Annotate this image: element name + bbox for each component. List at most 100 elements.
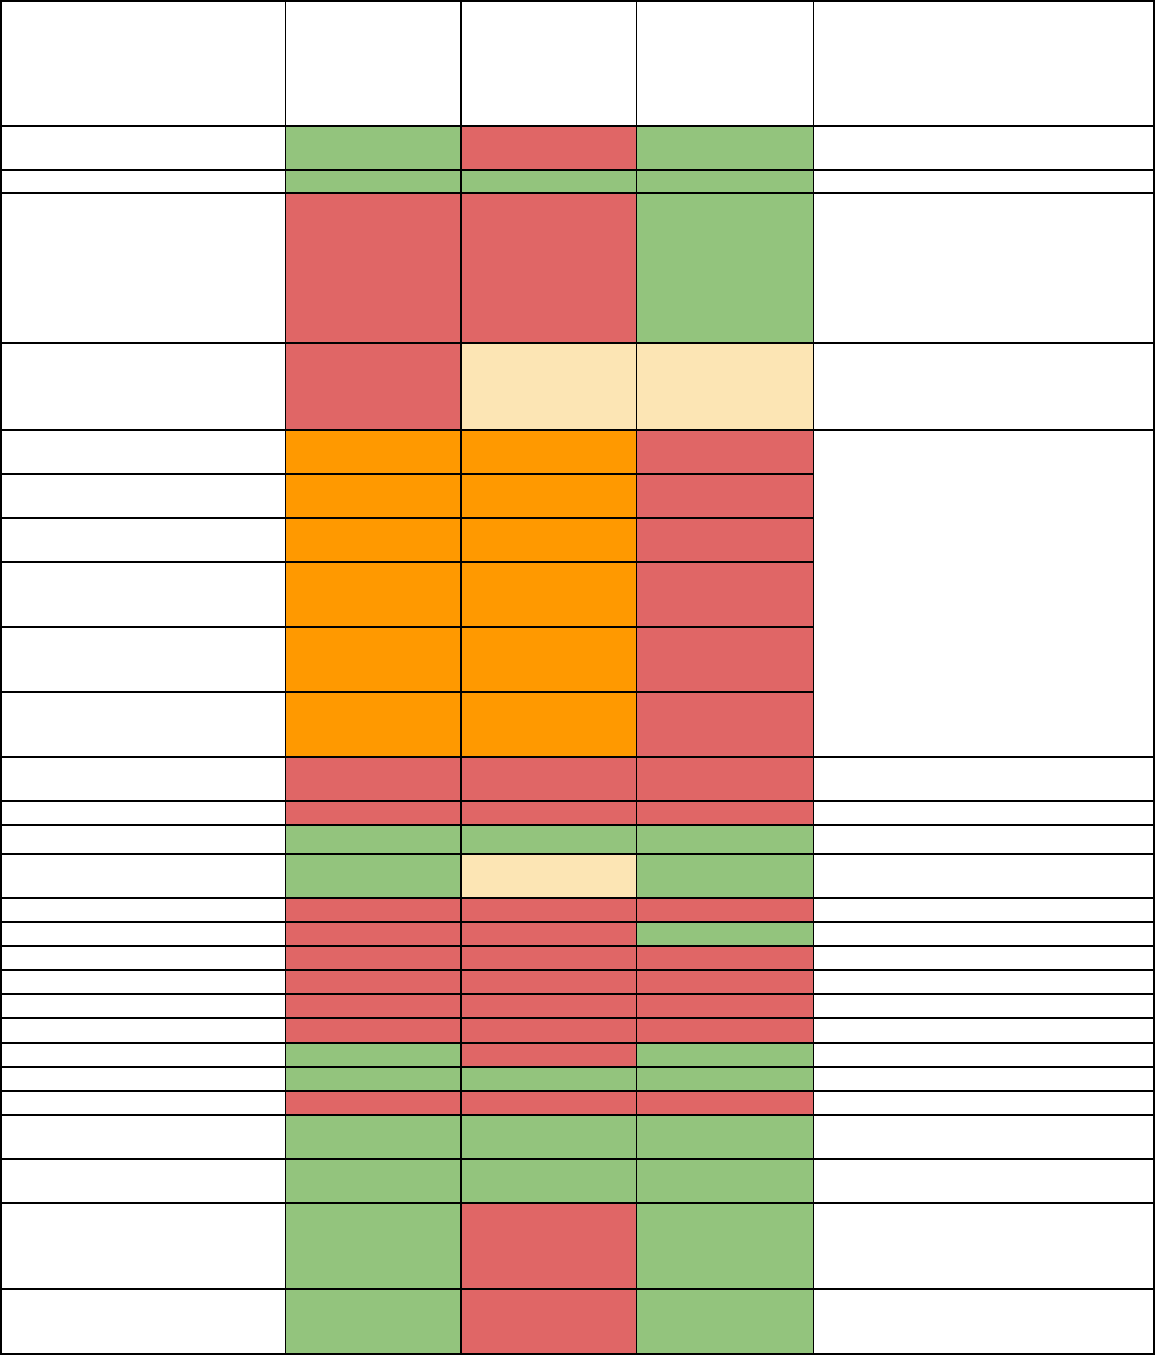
table-cell xyxy=(460,756,636,800)
table-cell xyxy=(636,691,813,756)
table-cell xyxy=(636,800,813,824)
table-cell xyxy=(0,691,285,756)
table-cell xyxy=(0,1090,285,1114)
table-cell xyxy=(285,429,460,473)
table-cell xyxy=(285,993,460,1017)
table-cell xyxy=(285,1066,460,1090)
table-bottom-border xyxy=(0,1353,1155,1355)
table-cell xyxy=(460,824,636,853)
table-cell xyxy=(285,1158,460,1202)
table-cell xyxy=(636,824,813,853)
table-cell xyxy=(285,561,460,626)
table-cell xyxy=(636,561,813,626)
table-cell xyxy=(460,169,636,192)
table-cell xyxy=(636,756,813,800)
table-cell xyxy=(460,1090,636,1114)
table-cell xyxy=(460,429,636,473)
table-cell xyxy=(0,756,285,800)
table-cell xyxy=(813,1158,1155,1202)
table-cell xyxy=(813,824,1155,853)
table-cell xyxy=(636,969,813,993)
table-cell xyxy=(813,1066,1155,1090)
table-cell xyxy=(813,1017,1155,1042)
table-cell xyxy=(636,1042,813,1066)
table-cell xyxy=(285,921,460,945)
table-cell xyxy=(813,125,1155,169)
table-cell xyxy=(460,921,636,945)
table-cell xyxy=(0,1066,285,1090)
table-cell xyxy=(0,824,285,853)
table-cell xyxy=(813,853,1155,897)
table-cell xyxy=(813,192,1155,342)
table-cell xyxy=(636,1090,813,1114)
table-cell xyxy=(460,691,636,756)
table-cell xyxy=(285,1202,460,1288)
table-cell xyxy=(285,897,460,921)
table-cell xyxy=(636,429,813,473)
table-cell xyxy=(460,853,636,897)
table-cell xyxy=(0,1114,285,1158)
table-cell xyxy=(636,169,813,192)
table-cell xyxy=(285,1090,460,1114)
table-cell xyxy=(460,626,636,691)
table-cell xyxy=(813,921,1155,945)
table-cell xyxy=(636,0,813,125)
table-right-border xyxy=(1153,0,1155,1355)
table-cell xyxy=(0,1158,285,1202)
table-cell xyxy=(460,1114,636,1158)
table-cell xyxy=(460,969,636,993)
table-cell xyxy=(813,1042,1155,1066)
table-cell xyxy=(460,1288,636,1355)
table-cell xyxy=(636,1202,813,1288)
table-cell xyxy=(813,1090,1155,1114)
table-cell xyxy=(636,517,813,561)
table-cell xyxy=(0,473,285,517)
table-cell xyxy=(285,1042,460,1066)
table-cell xyxy=(460,1202,636,1288)
table-cell xyxy=(0,561,285,626)
table-cell xyxy=(460,517,636,561)
table-cell xyxy=(0,0,285,125)
table-cell xyxy=(813,429,1155,756)
table-cell xyxy=(636,853,813,897)
table-cell xyxy=(813,897,1155,921)
table-cell xyxy=(460,897,636,921)
table-cell xyxy=(285,853,460,897)
table-cell xyxy=(0,1042,285,1066)
table-cell xyxy=(285,169,460,192)
table-cell xyxy=(460,473,636,517)
table-cell xyxy=(460,1042,636,1066)
table-cell xyxy=(0,945,285,969)
table-cell xyxy=(636,626,813,691)
table-cell xyxy=(460,342,636,429)
table-cell xyxy=(0,429,285,473)
table-cell xyxy=(813,756,1155,800)
table-cell xyxy=(0,125,285,169)
table-cell xyxy=(636,921,813,945)
table-cell xyxy=(636,473,813,517)
table-cell xyxy=(460,192,636,342)
table-cell xyxy=(636,993,813,1017)
table-cell xyxy=(813,1288,1155,1355)
table-cell xyxy=(0,897,285,921)
table-cell xyxy=(460,561,636,626)
table-cell xyxy=(636,1114,813,1158)
table-cell xyxy=(0,853,285,897)
table-cell xyxy=(0,993,285,1017)
table-cell xyxy=(0,800,285,824)
table-cell xyxy=(636,897,813,921)
table-cell xyxy=(285,125,460,169)
table-cell xyxy=(0,969,285,993)
table-cell xyxy=(460,800,636,824)
table-cell xyxy=(285,1114,460,1158)
table-cell xyxy=(0,192,285,342)
table-cell xyxy=(285,756,460,800)
table-cell xyxy=(813,0,1155,125)
table-cell xyxy=(460,945,636,969)
table-cell xyxy=(0,342,285,429)
table-cell xyxy=(0,517,285,561)
table-cell xyxy=(460,1017,636,1042)
table-cell xyxy=(285,342,460,429)
table-cell xyxy=(636,342,813,429)
